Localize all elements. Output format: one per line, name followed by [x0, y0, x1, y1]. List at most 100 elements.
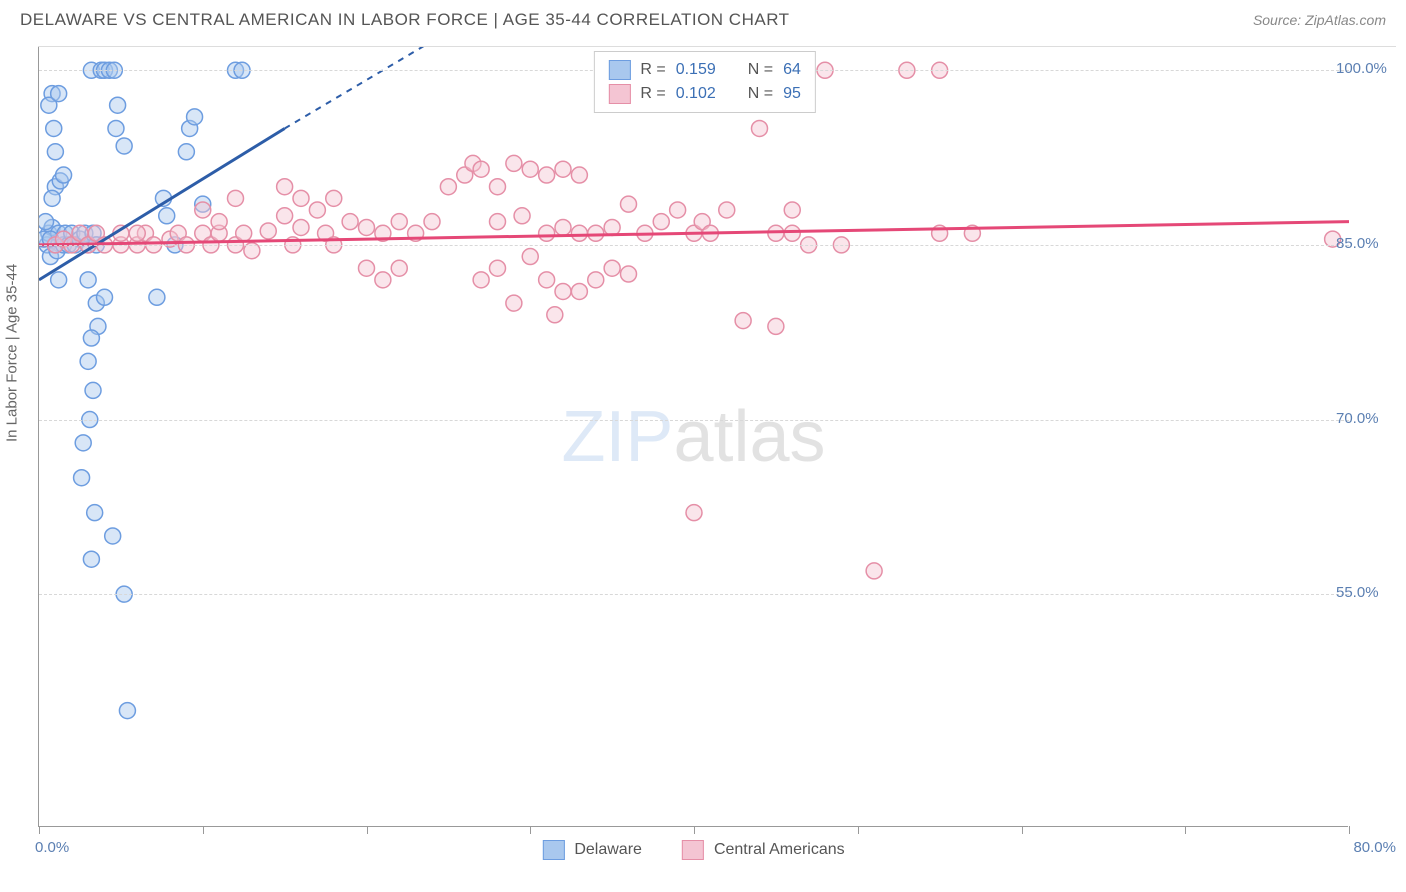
data-point-delaware	[116, 138, 132, 154]
data-point-delaware	[108, 120, 124, 136]
data-point-delaware	[119, 703, 135, 719]
data-point-delaware	[110, 97, 126, 113]
data-point-central	[309, 202, 325, 218]
y-axis-title: In Labor Force | Age 35-44	[4, 263, 21, 441]
data-point-delaware	[85, 382, 101, 398]
data-point-delaware	[80, 272, 96, 288]
data-point-delaware	[159, 208, 175, 224]
data-point-delaware	[75, 435, 91, 451]
data-point-central	[424, 214, 440, 230]
x-tick	[1349, 826, 1350, 834]
n-label: N =	[748, 85, 773, 103]
data-point-central	[604, 219, 620, 235]
data-point-central	[293, 190, 309, 206]
data-point-delaware	[74, 470, 90, 486]
data-point-delaware	[178, 144, 194, 160]
data-point-central	[228, 190, 244, 206]
data-point-delaware	[149, 289, 165, 305]
r-value-delaware: 0.159	[676, 61, 716, 79]
legend-row-central: R = 0.102 N = 95	[608, 82, 801, 106]
data-point-delaware	[51, 272, 67, 288]
data-point-delaware	[87, 505, 103, 521]
data-point-delaware	[56, 167, 72, 183]
gridline	[39, 245, 1349, 246]
data-point-central	[555, 161, 571, 177]
data-point-central	[342, 214, 358, 230]
y-tick-label: 85.0%	[1336, 235, 1396, 252]
x-tick	[1185, 826, 1186, 834]
data-point-central	[326, 190, 342, 206]
chart-title: DELAWARE VS CENTRAL AMERICAN IN LABOR FO…	[20, 10, 790, 30]
data-point-central	[866, 563, 882, 579]
data-point-delaware	[187, 109, 203, 125]
swatch-delaware	[608, 60, 630, 80]
legend-item-delaware: Delaware	[542, 840, 642, 860]
x-tick	[530, 826, 531, 834]
data-point-central	[539, 167, 555, 183]
data-point-central	[588, 272, 604, 288]
data-point-central	[621, 266, 637, 282]
data-point-central	[490, 179, 506, 195]
data-point-delaware	[47, 144, 63, 160]
scatter-plot: ZIPatlas R = 0.159 N = 64 R = 0.102 N = …	[38, 47, 1348, 827]
chart-area: In Labor Force | Age 35-44 ZIPatlas R = …	[38, 46, 1396, 836]
data-point-delaware	[83, 330, 99, 346]
source-label: Source: ZipAtlas.com	[1253, 12, 1386, 28]
r-value-central: 0.102	[676, 85, 716, 103]
data-point-central	[277, 179, 293, 195]
r-label: R =	[640, 61, 665, 79]
data-point-central	[768, 318, 784, 334]
data-point-central	[522, 249, 538, 265]
x-tick	[203, 826, 204, 834]
data-point-central	[784, 225, 800, 241]
data-point-central	[490, 260, 506, 276]
data-point-central	[571, 283, 587, 299]
x-tick	[367, 826, 368, 834]
data-point-central	[490, 214, 506, 230]
data-point-delaware	[97, 289, 113, 305]
n-value-central: 95	[783, 85, 801, 103]
data-point-central	[621, 196, 637, 212]
data-point-central	[752, 120, 768, 136]
legend-stats: R = 0.159 N = 64 R = 0.102 N = 95	[593, 51, 816, 113]
data-point-delaware	[44, 190, 60, 206]
data-point-central	[506, 155, 522, 171]
data-point-central	[473, 272, 489, 288]
data-point-central	[359, 219, 375, 235]
data-point-central	[260, 223, 276, 239]
data-point-delaware	[83, 551, 99, 567]
data-point-central	[571, 225, 587, 241]
x-tick	[39, 826, 40, 834]
data-point-central	[719, 202, 735, 218]
data-point-central	[735, 313, 751, 329]
data-point-central	[293, 219, 309, 235]
x-tick	[858, 826, 859, 834]
legend-row-delaware: R = 0.159 N = 64	[608, 58, 801, 82]
gridline	[39, 594, 1349, 595]
data-point-central	[236, 225, 252, 241]
swatch-delaware	[542, 840, 564, 860]
data-point-central	[653, 214, 669, 230]
y-tick-label: 100.0%	[1336, 60, 1396, 77]
data-point-central	[375, 272, 391, 288]
r-label: R =	[640, 85, 665, 103]
data-point-central	[547, 307, 563, 323]
y-tick-label: 55.0%	[1336, 584, 1396, 601]
data-point-central	[506, 295, 522, 311]
data-point-central	[686, 505, 702, 521]
x-min-label: 0.0%	[35, 839, 69, 856]
data-point-central	[195, 202, 211, 218]
series-label-central: Central Americans	[714, 841, 845, 859]
data-point-central	[555, 283, 571, 299]
data-point-central	[440, 179, 456, 195]
n-value-delaware: 64	[783, 61, 801, 79]
x-tick	[694, 826, 695, 834]
n-label: N =	[748, 61, 773, 79]
data-point-central	[555, 219, 571, 235]
x-tick	[1022, 826, 1023, 834]
plot-svg	[39, 47, 1349, 827]
data-point-central	[588, 225, 604, 241]
data-point-central	[391, 214, 407, 230]
data-point-delaware	[105, 528, 121, 544]
data-point-central	[604, 260, 620, 276]
